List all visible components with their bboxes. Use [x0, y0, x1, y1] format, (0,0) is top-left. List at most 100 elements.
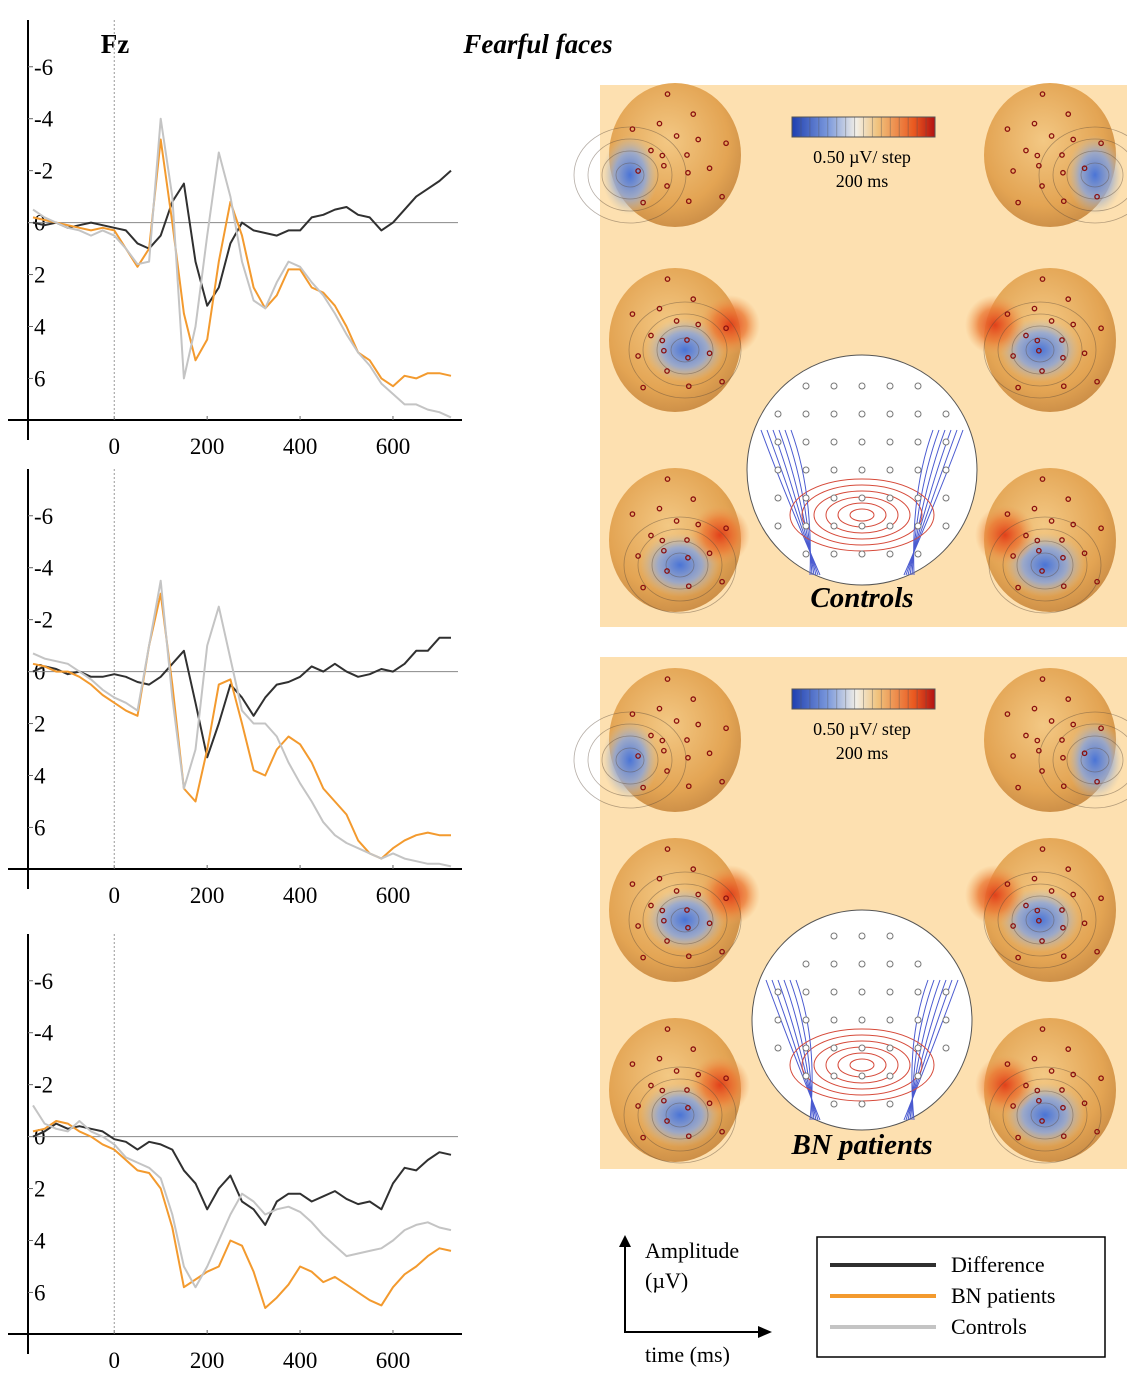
electrode	[1015, 584, 1021, 591]
electrode	[1023, 1082, 1029, 1089]
x-tick-label: 400	[283, 434, 318, 459]
contour	[1038, 711, 1127, 809]
electrode	[684, 907, 690, 913]
x-tick-label: 0	[109, 883, 121, 908]
contour	[983, 871, 1097, 969]
electrode	[1023, 147, 1029, 154]
y-tick-label: -4	[34, 1021, 54, 1046]
y-tick-label: 2	[34, 1177, 46, 1202]
legend-label: Difference	[951, 1252, 1045, 1277]
colorbar-scale: 0.50 µV/ step	[813, 719, 911, 739]
contour	[1030, 1102, 1060, 1128]
key-x-arrowhead	[758, 1326, 772, 1338]
electrode	[1081, 1100, 1088, 1107]
electrode	[802, 410, 810, 418]
contour	[1016, 540, 1074, 590]
y-tick-label: 6	[34, 815, 46, 840]
electrode	[1034, 737, 1041, 744]
contour-positive	[801, 484, 923, 546]
electrode	[1023, 902, 1029, 909]
contour	[628, 871, 742, 969]
electrode	[830, 1100, 838, 1108]
contour	[988, 516, 1102, 614]
electrode	[648, 332, 654, 339]
electrode	[656, 505, 663, 512]
contour	[637, 528, 723, 602]
contour	[988, 1066, 1102, 1164]
contour	[1002, 528, 1088, 602]
electrode	[886, 1044, 894, 1052]
erp-line	[32, 117, 452, 419]
electrode	[1048, 518, 1055, 524]
electrode	[830, 988, 838, 996]
electrode	[802, 988, 810, 996]
electrode	[1060, 554, 1066, 561]
electrode	[685, 754, 691, 761]
negative-region	[1067, 720, 1123, 800]
electrode	[1004, 126, 1011, 132]
x-tick-label: 200	[190, 434, 225, 459]
electrode	[635, 753, 641, 759]
electrode	[690, 866, 697, 872]
y-tick-label: -2	[34, 608, 53, 633]
electrode	[690, 296, 697, 302]
electrode	[723, 725, 729, 732]
electrode	[802, 1016, 810, 1024]
electrode	[664, 91, 671, 97]
map-time: 200 ms	[836, 743, 889, 763]
electrode	[830, 382, 838, 390]
electrode	[858, 522, 866, 530]
electrode	[1031, 120, 1038, 127]
electrode	[1015, 954, 1021, 961]
electrode	[886, 932, 894, 940]
electrode	[830, 960, 838, 968]
electrode	[1036, 162, 1042, 169]
y-tick-label: -6	[34, 55, 53, 80]
electrode	[640, 584, 646, 591]
electrode	[661, 547, 667, 554]
contour	[997, 313, 1083, 387]
electrode	[1023, 532, 1029, 539]
key-x-label: time (ms)	[645, 1342, 730, 1367]
electrode	[1098, 725, 1104, 732]
electrode	[1004, 311, 1011, 317]
electrode	[706, 350, 713, 357]
electrode	[648, 732, 654, 739]
electrode	[886, 550, 894, 558]
electrode	[802, 522, 810, 530]
electrode	[774, 466, 782, 474]
electrode	[1094, 778, 1100, 785]
contour	[1025, 337, 1055, 363]
electrode	[830, 438, 838, 446]
electrode	[1039, 676, 1046, 682]
electrode	[1039, 1118, 1045, 1124]
electrode	[648, 532, 654, 539]
group-label: BN patients	[791, 1129, 933, 1161]
electrode	[1004, 881, 1011, 887]
electrode	[886, 1100, 894, 1108]
electrode	[685, 1104, 691, 1111]
electrode	[774, 438, 782, 446]
electrode	[774, 1044, 782, 1052]
electrode	[1065, 496, 1072, 502]
electrode	[914, 522, 922, 530]
electrode	[1098, 895, 1104, 902]
electrode	[695, 321, 702, 328]
electrode	[1060, 1104, 1066, 1111]
electrode	[695, 136, 702, 143]
electrode	[802, 550, 810, 558]
x-tick-label: 0	[109, 1348, 121, 1370]
electrode	[1070, 136, 1077, 143]
electrode	[685, 198, 692, 205]
electrode	[914, 494, 922, 502]
electrode	[629, 1061, 636, 1067]
y-tick-label: 2	[34, 712, 46, 737]
electrode	[942, 494, 950, 502]
electrode	[661, 747, 667, 754]
electrode	[914, 1072, 922, 1080]
erp-line	[32, 592, 451, 860]
electrode	[629, 311, 636, 317]
electrode	[1070, 521, 1077, 528]
electrode	[635, 353, 641, 359]
electrode	[706, 550, 713, 557]
